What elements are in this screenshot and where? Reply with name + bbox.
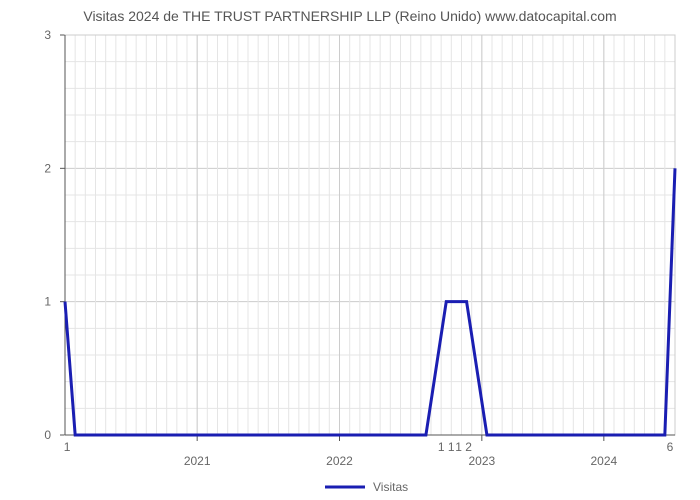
legend-label: Visitas bbox=[373, 480, 408, 494]
x-extra-label: 6 bbox=[667, 440, 674, 454]
x-category-label: 2023 bbox=[468, 454, 495, 468]
y-tick-label: 1 bbox=[44, 295, 51, 309]
x-extra-label: 1 2 bbox=[455, 440, 472, 454]
y-tick-label: 2 bbox=[44, 161, 51, 175]
chart-container: Visitas 2024 de THE TRUST PARTNERSHIP LL… bbox=[0, 0, 700, 500]
y-tick-label: 0 bbox=[44, 428, 51, 442]
x-category-label: 2024 bbox=[590, 454, 617, 468]
x-category-label: 2022 bbox=[326, 454, 353, 468]
x-category-label: 2021 bbox=[184, 454, 211, 468]
chart-svg: 0123202120222023202411 11 26Visitas bbox=[0, 0, 700, 500]
x-extra-label: 1 1 bbox=[438, 440, 455, 454]
x-extra-label: 1 bbox=[64, 440, 71, 454]
chart-title: Visitas 2024 de THE TRUST PARTNERSHIP LL… bbox=[0, 8, 700, 24]
y-tick-label: 3 bbox=[44, 28, 51, 42]
